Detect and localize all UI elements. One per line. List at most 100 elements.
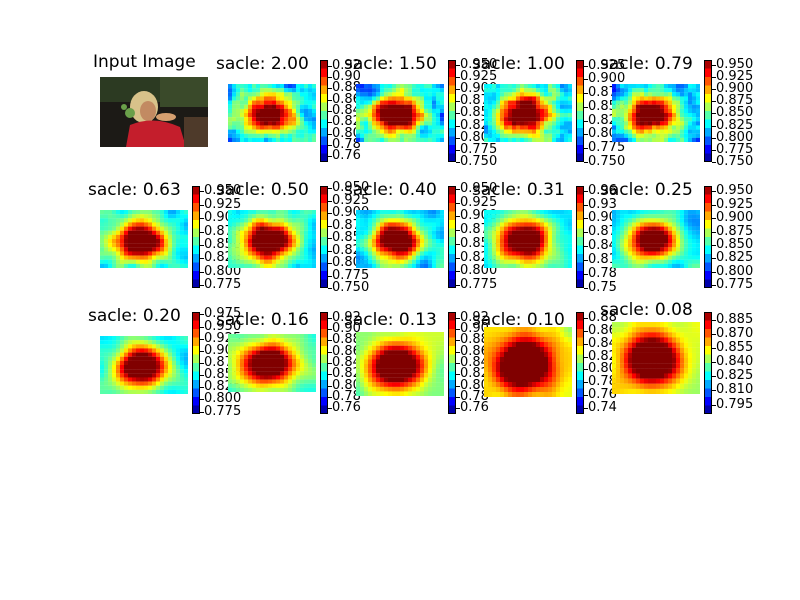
heatmap-cell xyxy=(168,210,173,215)
heatmap-cell xyxy=(640,358,645,364)
colorbar-tick xyxy=(200,245,204,247)
heatmap-cell xyxy=(144,259,149,264)
heatmap-cell xyxy=(304,222,309,227)
heatmap-cell xyxy=(408,259,413,264)
heatmap-cell xyxy=(640,129,645,134)
heatmap-cell xyxy=(560,367,565,373)
heatmap-cell xyxy=(656,113,661,118)
heatmap-cell xyxy=(544,84,549,89)
heatmap-cell xyxy=(432,239,437,244)
heatmap-cell xyxy=(440,247,444,252)
colorbar-tick xyxy=(712,231,716,233)
heatmap-cell xyxy=(368,350,373,355)
heatmap-cell xyxy=(356,251,361,256)
heatmap-cell xyxy=(500,357,505,363)
colorbar-band xyxy=(448,405,456,414)
heatmap-cell xyxy=(372,84,377,89)
heatmap-cell xyxy=(516,113,521,118)
heatmap-cell xyxy=(440,137,444,142)
colorbar-band xyxy=(704,194,712,204)
heatmap-cell xyxy=(268,371,273,376)
colorbar-frame xyxy=(704,186,712,288)
heatmap-cell xyxy=(272,234,277,240)
heatmap-cell xyxy=(544,387,549,393)
heatmap-cell xyxy=(376,243,381,248)
heatmap-cell xyxy=(308,226,313,231)
heatmap-cell xyxy=(304,133,309,138)
heatmap-cell xyxy=(356,373,361,378)
heatmap-cell xyxy=(696,322,700,328)
heatmap-panel: sacle: 0.10 0.88 0.86 0.84 0.82 0.80 0.78 0.76 0… xyxy=(472,302,617,420)
colorbar-tick-label: 0.86 xyxy=(588,323,617,339)
heatmap-cell xyxy=(696,113,700,118)
heatmap-cell xyxy=(144,247,149,252)
heatmap-cell xyxy=(624,251,629,256)
heatmap-cell xyxy=(696,255,700,260)
heatmap-cell xyxy=(632,337,637,343)
heatmap-cell xyxy=(112,226,117,231)
heatmap-cell xyxy=(528,259,533,264)
heatmap-cell xyxy=(184,369,188,374)
heatmap-cell xyxy=(360,350,365,355)
heatmap-cell xyxy=(244,387,249,392)
heatmap-cell xyxy=(544,214,549,219)
heatmap-cell xyxy=(636,332,641,338)
heatmap-cell xyxy=(248,354,253,359)
heatmap-cell xyxy=(268,125,273,130)
heatmap-cell xyxy=(644,88,649,93)
heatmap-cell xyxy=(172,381,177,386)
heatmap-cell xyxy=(672,100,677,105)
colorbar-band xyxy=(576,245,584,255)
heatmap-cell xyxy=(624,337,629,343)
heatmap-cell xyxy=(680,121,685,126)
heatmap-cell xyxy=(536,108,541,114)
heatmap-cell xyxy=(168,369,173,374)
heatmap-cell xyxy=(140,218,145,223)
heatmap-cell xyxy=(396,230,401,235)
colorbar-tick xyxy=(712,191,716,193)
heatmap-cell xyxy=(500,382,505,388)
heatmap-cell xyxy=(256,363,261,368)
heatmap-cell xyxy=(532,259,537,264)
heatmap-cell xyxy=(280,247,285,252)
heatmap-cell xyxy=(376,104,381,109)
colorbar xyxy=(320,60,328,162)
heatmap-cell xyxy=(408,125,413,130)
colorbar-tick-label: 0.82 xyxy=(332,114,361,130)
colorbar-band xyxy=(448,94,456,103)
heatmap-cell xyxy=(236,92,241,97)
colorbar-tick xyxy=(712,149,716,151)
heatmap-cell xyxy=(636,383,641,389)
heatmap-cell xyxy=(392,234,397,240)
heatmap-cell xyxy=(364,364,369,369)
heatmap-cell xyxy=(688,363,693,369)
heatmap-cell xyxy=(660,388,665,394)
heatmap-cell xyxy=(116,385,121,390)
heatmap-cell xyxy=(492,372,497,378)
heatmap-cell xyxy=(380,133,385,138)
heatmap-cell xyxy=(432,354,437,360)
heatmap-cell xyxy=(616,117,621,122)
colorbar-band xyxy=(320,94,328,103)
heatmap-cell xyxy=(644,230,649,235)
heatmap-cell xyxy=(632,117,637,122)
heatmap-cell xyxy=(536,226,541,231)
heatmap-cell xyxy=(540,382,545,388)
heatmap-cell xyxy=(436,243,441,248)
heatmap-panel: sacle: 0.79 0.950 0.925 0.900 0.875 0.850 0.82… xyxy=(600,50,753,168)
heatmap-cell xyxy=(292,375,297,380)
heatmap-cell xyxy=(428,84,433,89)
heatmap-cell xyxy=(412,373,417,378)
heatmap-cell xyxy=(256,259,261,264)
heatmap-cell xyxy=(612,378,617,384)
heatmap-cell xyxy=(356,239,361,244)
heatmap-cell xyxy=(240,371,245,376)
heatmap-cell xyxy=(636,352,641,359)
heatmap-cell xyxy=(184,340,188,345)
heatmap-cell xyxy=(252,117,257,122)
heatmap-cell xyxy=(620,363,625,369)
heatmap-cell xyxy=(256,125,261,130)
heatmap-cell xyxy=(388,332,393,337)
heatmap-cell xyxy=(404,210,409,215)
heatmap-cell xyxy=(568,121,572,126)
